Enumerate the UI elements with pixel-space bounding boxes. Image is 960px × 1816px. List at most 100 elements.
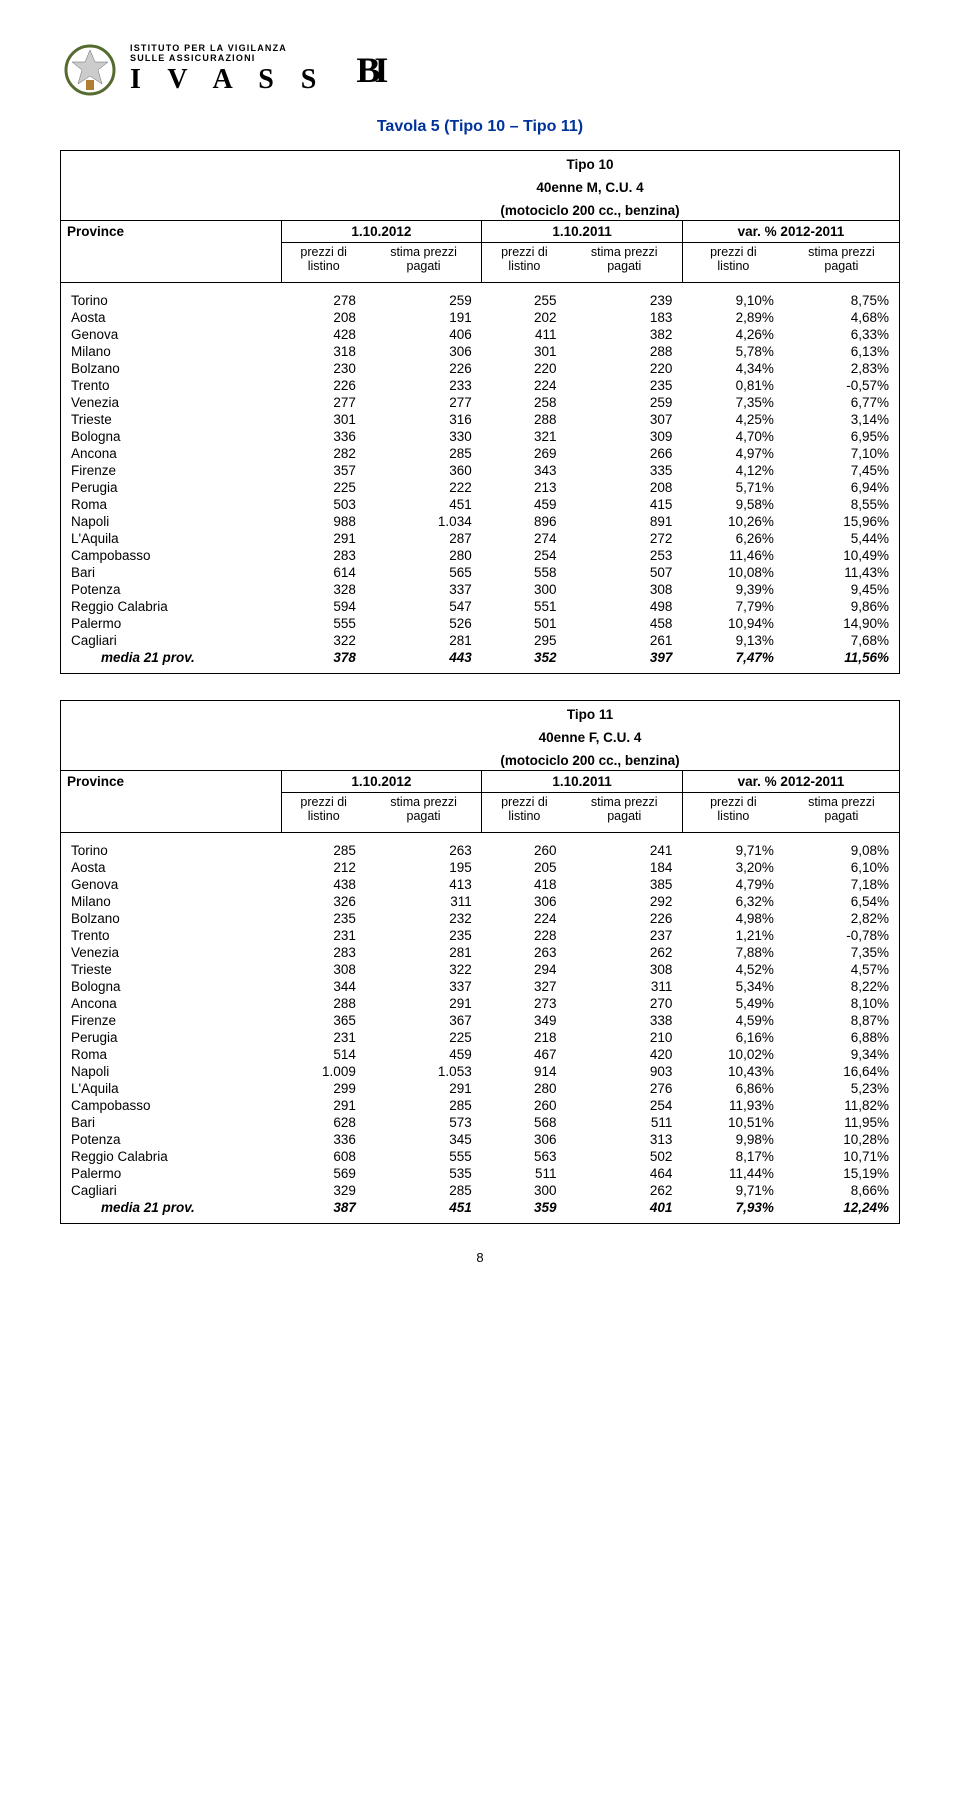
- col-subheader: prezzi dilistino: [482, 792, 567, 832]
- table-row: Milano3183063012885,78%6,13%: [61, 343, 899, 360]
- data-table: Tipo 1140enne F, C.U. 4(motociclo 200 cc…: [61, 701, 899, 1223]
- value-cell: 283: [281, 547, 366, 564]
- value-cell: 418: [482, 876, 567, 893]
- value-cell: 3,20%: [682, 859, 783, 876]
- value-cell: 7,35%: [784, 944, 899, 961]
- value-cell: 344: [281, 978, 366, 995]
- value-cell: 235: [281, 910, 366, 927]
- value-cell: 9,08%: [784, 832, 899, 859]
- value-cell: 9,13%: [682, 632, 783, 649]
- value-cell: 294: [482, 961, 567, 978]
- col-subheader: prezzi dilistino: [281, 792, 366, 832]
- table-row: Bolzano2302262202204,34%2,83%: [61, 360, 899, 377]
- value-cell: 514: [281, 1046, 366, 1063]
- value-cell: 988: [281, 513, 366, 530]
- value-cell: 9,58%: [682, 496, 783, 513]
- media-value: 397: [567, 649, 683, 673]
- value-cell: 555: [366, 1148, 482, 1165]
- value-cell: 15,19%: [784, 1165, 899, 1182]
- province-cell: Firenze: [61, 1012, 281, 1029]
- value-cell: 270: [567, 995, 683, 1012]
- value-cell: 259: [567, 394, 683, 411]
- table-row: Torino2782592552399,10%8,75%: [61, 282, 899, 309]
- province-cell: Palermo: [61, 615, 281, 632]
- value-cell: 614: [281, 564, 366, 581]
- province-cell: Roma: [61, 1046, 281, 1063]
- province-cell: Torino: [61, 282, 281, 309]
- value-cell: 258: [482, 394, 567, 411]
- table-row: Genova4384134183854,79%7,18%: [61, 876, 899, 893]
- table-row: Torino2852632602419,71%9,08%: [61, 832, 899, 859]
- value-cell: 9,98%: [682, 1131, 783, 1148]
- media-value: 7,47%: [682, 649, 783, 673]
- value-cell: 7,88%: [682, 944, 783, 961]
- value-cell: 451: [366, 496, 482, 513]
- value-cell: -0,78%: [784, 927, 899, 944]
- table-row: Genova4284064113824,26%6,33%: [61, 326, 899, 343]
- table-row: Reggio Calabria5945475514987,79%9,86%: [61, 598, 899, 615]
- col-subheader: stima prezzipagati: [366, 243, 482, 283]
- value-cell: 5,23%: [784, 1080, 899, 1097]
- value-cell: 4,70%: [682, 428, 783, 445]
- value-cell: 316: [366, 411, 482, 428]
- page: ISTITUTO PER LA VIGILANZA SULLE ASSICURA…: [0, 0, 960, 1295]
- value-cell: 8,87%: [784, 1012, 899, 1029]
- value-cell: 202: [482, 309, 567, 326]
- col-subheader: stima prezzipagati: [567, 243, 683, 283]
- province-cell: Napoli: [61, 1063, 281, 1080]
- province-cell: Reggio Calabria: [61, 1148, 281, 1165]
- value-cell: 205: [482, 859, 567, 876]
- value-cell: 225: [281, 479, 366, 496]
- tables-container: Tipo 1040enne M, C.U. 4(motociclo 200 cc…: [60, 150, 900, 1224]
- value-cell: 260: [482, 1097, 567, 1114]
- institute-name: ISTITUTO PER LA VIGILANZA SULLE ASSICURA…: [130, 44, 326, 97]
- value-cell: 9,86%: [784, 598, 899, 615]
- value-cell: 288: [482, 411, 567, 428]
- value-cell: 208: [567, 479, 683, 496]
- bi-monogram-icon: BI: [356, 49, 382, 91]
- value-cell: 261: [567, 632, 683, 649]
- province-cell: Ancona: [61, 995, 281, 1012]
- table-row: Napoli1.0091.05391490310,43%16,64%: [61, 1063, 899, 1080]
- value-cell: 254: [567, 1097, 683, 1114]
- table-row: Potenza3283373003089,39%9,45%: [61, 581, 899, 598]
- province-cell: Trento: [61, 927, 281, 944]
- value-cell: 225: [366, 1029, 482, 1046]
- table-row: Cagliari3222812952619,13%7,68%: [61, 632, 899, 649]
- value-cell: 222: [366, 479, 482, 496]
- value-cell: 262: [567, 1182, 683, 1199]
- value-cell: 300: [482, 581, 567, 598]
- data-table: Tipo 1040enne M, C.U. 4(motociclo 200 cc…: [61, 151, 899, 673]
- table-row: Roma5034514594159,58%8,55%: [61, 496, 899, 513]
- value-cell: 280: [482, 1080, 567, 1097]
- table-row: Milano3263113062926,32%6,54%: [61, 893, 899, 910]
- col-subheader: stima prezzipagati: [366, 792, 482, 832]
- value-cell: 4,34%: [682, 360, 783, 377]
- institute-line2: SULLE ASSICURAZIONI: [130, 54, 326, 64]
- value-cell: 4,26%: [682, 326, 783, 343]
- value-cell: 308: [281, 961, 366, 978]
- chart-subtitle: 40enne M, C.U. 4: [281, 174, 899, 197]
- value-cell: 318: [281, 343, 366, 360]
- value-cell: 254: [482, 547, 567, 564]
- value-cell: 241: [567, 832, 683, 859]
- value-cell: 233: [366, 377, 482, 394]
- value-cell: 311: [366, 893, 482, 910]
- value-cell: 5,34%: [682, 978, 783, 995]
- value-cell: 4,98%: [682, 910, 783, 927]
- value-cell: 464: [567, 1165, 683, 1182]
- value-cell: 896: [482, 513, 567, 530]
- value-cell: 282: [281, 445, 366, 462]
- value-cell: 291: [281, 1097, 366, 1114]
- value-cell: 308: [567, 581, 683, 598]
- value-cell: 253: [567, 547, 683, 564]
- value-cell: 8,55%: [784, 496, 899, 513]
- value-cell: 573: [366, 1114, 482, 1131]
- value-cell: 1.034: [366, 513, 482, 530]
- value-cell: 11,95%: [784, 1114, 899, 1131]
- col-subheader: prezzi dilistino: [281, 243, 366, 283]
- value-cell: 1.053: [366, 1063, 482, 1080]
- value-cell: 239: [567, 282, 683, 309]
- value-cell: 213: [482, 479, 567, 496]
- table-media-row: media 21 prov.3784433523977,47%11,56%: [61, 649, 899, 673]
